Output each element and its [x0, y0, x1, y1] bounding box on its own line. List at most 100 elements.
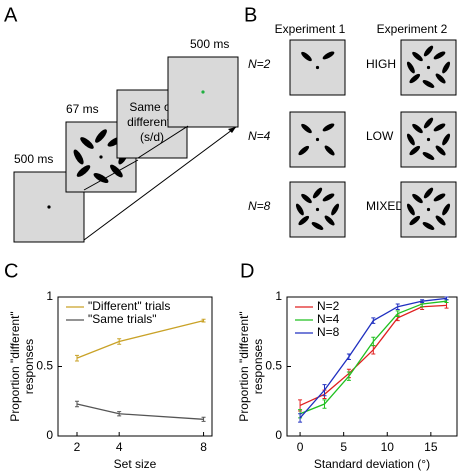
ellipse-stimulus: [295, 203, 304, 216]
ellipse-stimulus: [435, 145, 446, 156]
column-title: Experiment 2: [377, 22, 448, 36]
ellipse-stimulus: [301, 193, 312, 204]
error-bar: [201, 318, 206, 323]
y-tick-label: 1: [46, 289, 53, 303]
legend-label: "Different" trials: [88, 299, 170, 313]
fixation-dot: [426, 207, 431, 212]
stimulus-frame: [289, 39, 346, 96]
panel-label: D: [240, 260, 254, 282]
error-bar: [74, 400, 79, 408]
error-bar: [322, 399, 327, 409]
y-tick-label: 0.5: [265, 359, 282, 373]
column-title: Experiment 1: [275, 22, 346, 36]
row-label: N=2: [248, 57, 271, 71]
ellipse-stimulus: [322, 51, 335, 60]
fixation-dot: [426, 65, 431, 70]
ellipse-stimulus: [422, 80, 435, 88]
data-line: [76, 403, 204, 420]
legend-label: N=2: [317, 299, 340, 313]
ellipse-stimulus: [409, 215, 421, 226]
ellipse-stimulus: [322, 123, 335, 132]
y-tick-label: 1: [275, 289, 282, 303]
row-label: LOW: [366, 129, 394, 143]
fixation-dot: [99, 155, 103, 159]
row-label: N=4: [248, 129, 271, 143]
ellipse-stimulus: [423, 117, 434, 129]
ellipse-stimulus: [324, 145, 335, 156]
error-bar: [444, 296, 449, 301]
ellipse-stimulus: [422, 152, 435, 160]
fixation-dot: [426, 137, 431, 142]
ellipse-stimulus: [409, 145, 421, 156]
panel-label: A: [4, 4, 18, 26]
y-axis-label: Proportion "different": [8, 311, 22, 421]
x-tick-label: 15: [424, 440, 438, 454]
time-label: 500 ms: [190, 37, 229, 51]
error-bar: [395, 303, 400, 311]
ellipse-stimulus: [433, 51, 446, 60]
ellipse-stimulus: [433, 123, 446, 132]
time-label: 500 ms: [14, 152, 53, 166]
ellipse-stimulus: [435, 215, 446, 226]
error-bar: [298, 413, 303, 423]
ellipse-stimulus: [412, 193, 423, 204]
ellipse-stimulus: [423, 45, 434, 57]
x-tick-label: 2: [74, 440, 81, 454]
ellipse-stimulus: [406, 203, 415, 216]
y-axis-label: Proportion "different": [237, 311, 251, 421]
legend-label: N=4: [317, 312, 340, 326]
time-label: 67 ms: [66, 102, 99, 116]
ellipse-stimulus: [298, 215, 310, 226]
y-tick-label: 0: [46, 428, 53, 442]
fixation-dot: [315, 137, 320, 142]
row-label: MIXED: [366, 199, 404, 213]
ellipse-stimulus: [110, 164, 123, 178]
fixation-dot: [201, 90, 205, 94]
ellipse-stimulus: [442, 61, 451, 74]
error-bar: [371, 336, 376, 347]
x-tick-label: 10: [381, 440, 395, 454]
ellipse-stimulus: [423, 187, 434, 199]
ellipse-stimulus: [442, 203, 451, 216]
row-label: HIGH: [366, 57, 396, 71]
error-bar: [201, 416, 206, 422]
prompt-text: (s/d): [140, 130, 164, 144]
error-bar: [74, 354, 79, 362]
error-bar: [346, 371, 351, 381]
ellipse-stimulus: [76, 165, 91, 177]
timeline-arrow: [83, 159, 139, 191]
ellipse-stimulus: [80, 137, 94, 149]
ellipse-stimulus: [406, 61, 415, 74]
ellipse-stimulus: [433, 193, 446, 202]
x-tick-label: 4: [116, 440, 123, 454]
arrow-head: [228, 127, 236, 133]
ellipse-stimulus: [301, 51, 312, 62]
x-axis-label: Standard deviation (°): [314, 457, 430, 471]
ellipse-stimulus: [311, 222, 324, 230]
timeline-arrow: [137, 125, 189, 159]
y-tick-label: 0.5: [36, 359, 53, 373]
data-line: [76, 319, 204, 359]
error-bar: [371, 345, 376, 355]
ellipse-stimulus: [93, 172, 109, 184]
panel-label: C: [4, 260, 18, 282]
x-axis-label: Set size: [114, 457, 157, 471]
timeline-arrow: [83, 126, 237, 241]
ellipse-stimulus: [73, 149, 84, 165]
ellipse-stimulus: [95, 129, 107, 143]
error-bar: [346, 353, 351, 361]
error-bar: [420, 299, 425, 304]
ellipse-stimulus: [412, 51, 423, 62]
ellipse-stimulus: [422, 222, 435, 230]
prompt-text: Same or: [129, 100, 174, 114]
ellipse-stimulus: [312, 187, 323, 199]
ellipse-stimulus: [301, 123, 312, 134]
error-bar: [395, 310, 400, 317]
ellipse-stimulus: [298, 145, 310, 156]
y-axis-label: responses: [22, 339, 36, 394]
y-tick-label: 0: [275, 428, 282, 442]
ellipse-stimulus: [442, 133, 451, 146]
ellipse-stimulus: [412, 123, 423, 134]
ellipse-stimulus: [322, 193, 335, 202]
